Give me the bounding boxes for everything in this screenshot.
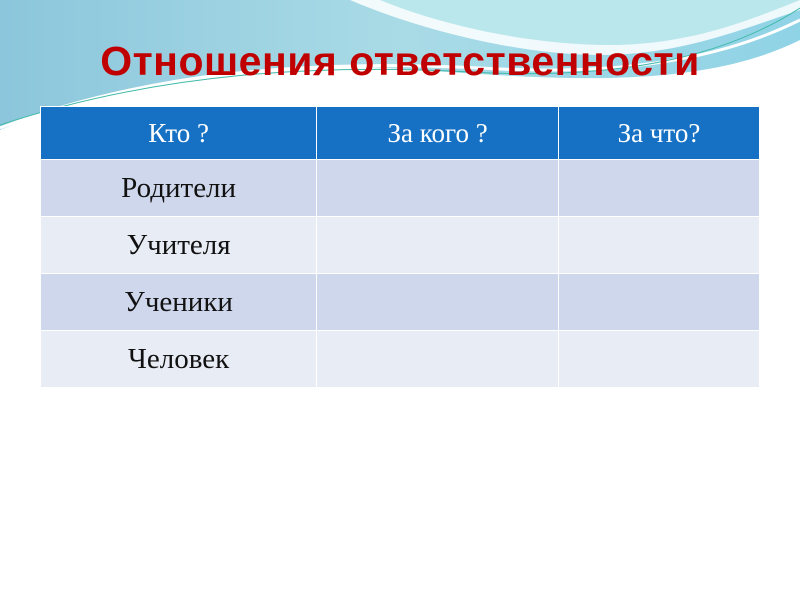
wave-background xyxy=(0,0,800,130)
table-cell xyxy=(316,216,559,274)
table-cell: Учителя xyxy=(39,216,318,274)
slide-title: Отношения ответственности xyxy=(100,38,700,84)
table-row: Человек xyxy=(39,330,761,388)
header-for-whom: За кого ? xyxy=(316,106,559,160)
table-cell: Ученики xyxy=(39,273,318,331)
table-cell xyxy=(557,330,761,388)
table-cell xyxy=(557,159,761,217)
table-cell: Родители xyxy=(39,159,318,217)
table-cell xyxy=(316,330,559,388)
responsibility-table: Кто ? За кого ? За что? Родители Учителя… xyxy=(39,106,761,388)
table-row: Родители xyxy=(39,159,761,217)
table-row: Учителя xyxy=(39,216,761,274)
table-cell: Человек xyxy=(39,330,318,388)
header-for-what: За что? xyxy=(557,106,761,160)
table-cell xyxy=(557,273,761,331)
table-cell xyxy=(557,216,761,274)
table-header-row: Кто ? За кого ? За что? xyxy=(39,106,761,160)
header-who: Кто ? xyxy=(39,106,318,160)
table-cell xyxy=(316,273,559,331)
table-cell xyxy=(316,159,559,217)
table-row: Ученики xyxy=(39,273,761,331)
